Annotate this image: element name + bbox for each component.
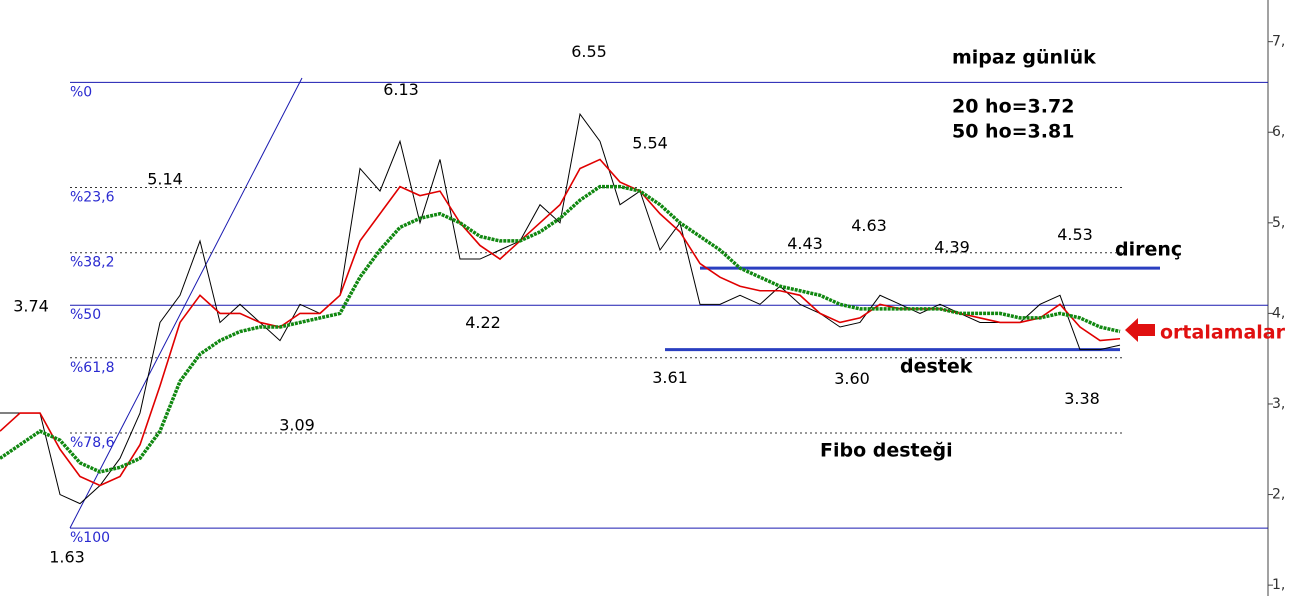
callout: Fibo desteği	[820, 440, 953, 462]
fib-label: %78,6	[70, 435, 115, 451]
series-line	[0, 184, 1121, 474]
y-tick-label: 5,	[1272, 215, 1285, 231]
trend-label: destek	[900, 356, 973, 378]
price-annotation: 3.61	[652, 368, 688, 387]
y-tick-label: 4,	[1272, 305, 1285, 321]
price-annotation: 4.39	[934, 238, 970, 257]
trend-label: direnç	[1115, 239, 1182, 261]
y-tick-label: 1,	[1272, 577, 1285, 593]
price-annotation: 3.38	[1064, 389, 1100, 408]
price-annotation: 1.63	[49, 548, 85, 567]
y-tick-label: 6,	[1272, 124, 1285, 140]
trend-diagonal	[69, 77, 303, 529]
y-tick-label: 2,	[1272, 487, 1285, 503]
y-tick-label: 7,	[1272, 34, 1285, 50]
price-annotation: 4.22	[465, 313, 501, 332]
fib-label: %61,8	[70, 360, 114, 376]
price-annotation: 4.63	[851, 216, 887, 235]
fib-label: %100	[70, 530, 110, 546]
price-annotation: 6.55	[571, 42, 607, 61]
price-annotation: 3.60	[834, 369, 870, 388]
y-tick-label: 3,	[1272, 396, 1285, 412]
price-annotation: 3.74	[13, 296, 49, 315]
fib-label: %23,6	[70, 189, 115, 205]
fib-label: %50	[70, 307, 101, 323]
price-annotation: 5.54	[632, 133, 668, 152]
chart-title: mipaz günlük	[952, 47, 1096, 69]
callout: ortalamalar	[1160, 322, 1286, 344]
note: 20 ho=3.72	[952, 96, 1074, 118]
note: 50 ho=3.81	[952, 121, 1074, 143]
fib-label: %0	[70, 84, 92, 100]
arrow	[1125, 318, 1155, 342]
price-annotation: 5.14	[147, 170, 183, 189]
series-line	[0, 158, 1121, 487]
price-annotation: 3.09	[279, 415, 315, 434]
fib-label: %38,2	[70, 255, 114, 271]
price-annotation: 6.13	[383, 80, 419, 99]
price-annotation: 4.43	[787, 234, 823, 253]
price-annotation: 4.53	[1057, 225, 1093, 244]
